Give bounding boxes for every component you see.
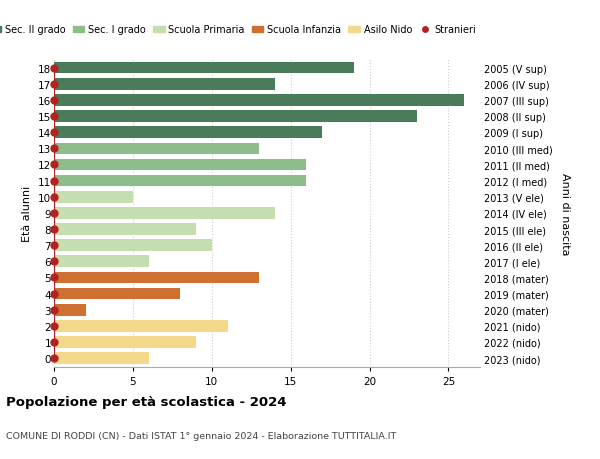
Point: [49, 258, 59, 265]
Text: COMUNE DI RODDI (CN) - Dati ISTAT 1° gennaio 2024 - Elaborazione TUTTITALIA.IT: COMUNE DI RODDI (CN) - Dati ISTAT 1° gen…: [6, 431, 396, 441]
Bar: [54, 240, 212, 252]
Point: [49, 194, 59, 201]
Point: [49, 81, 59, 88]
Bar: [54, 288, 180, 300]
Point: [49, 274, 59, 281]
Bar: [54, 272, 259, 284]
Y-axis label: Età alunni: Età alunni: [22, 185, 32, 241]
Bar: [54, 320, 227, 332]
Point: [49, 146, 59, 153]
Point: [49, 339, 59, 346]
Y-axis label: Anni di nascita: Anni di nascita: [560, 172, 569, 255]
Bar: [54, 207, 275, 219]
Point: [49, 226, 59, 233]
Point: [49, 210, 59, 217]
Point: [49, 323, 59, 330]
Point: [49, 290, 59, 297]
Legend: Sec. II grado, Sec. I grado, Scuola Primaria, Scuola Infanzia, Asilo Nido, Stran: Sec. II grado, Sec. I grado, Scuola Prim…: [0, 22, 480, 39]
Point: [49, 355, 59, 362]
Bar: [54, 143, 259, 155]
Bar: [54, 111, 417, 123]
Point: [49, 65, 59, 72]
Point: [49, 129, 59, 137]
Point: [49, 306, 59, 313]
Point: [49, 113, 59, 121]
Bar: [54, 79, 275, 90]
Bar: [54, 304, 86, 316]
Point: [49, 162, 59, 169]
Bar: [54, 224, 196, 235]
Bar: [54, 63, 354, 74]
Bar: [54, 336, 196, 348]
Bar: [54, 353, 149, 364]
Point: [49, 178, 59, 185]
Bar: [54, 175, 307, 187]
Point: [49, 242, 59, 249]
Bar: [54, 256, 149, 268]
Bar: [54, 191, 133, 203]
Text: Popolazione per età scolastica - 2024: Popolazione per età scolastica - 2024: [6, 395, 287, 408]
Bar: [54, 159, 307, 171]
Bar: [54, 95, 464, 106]
Point: [49, 97, 59, 104]
Bar: [54, 127, 322, 139]
